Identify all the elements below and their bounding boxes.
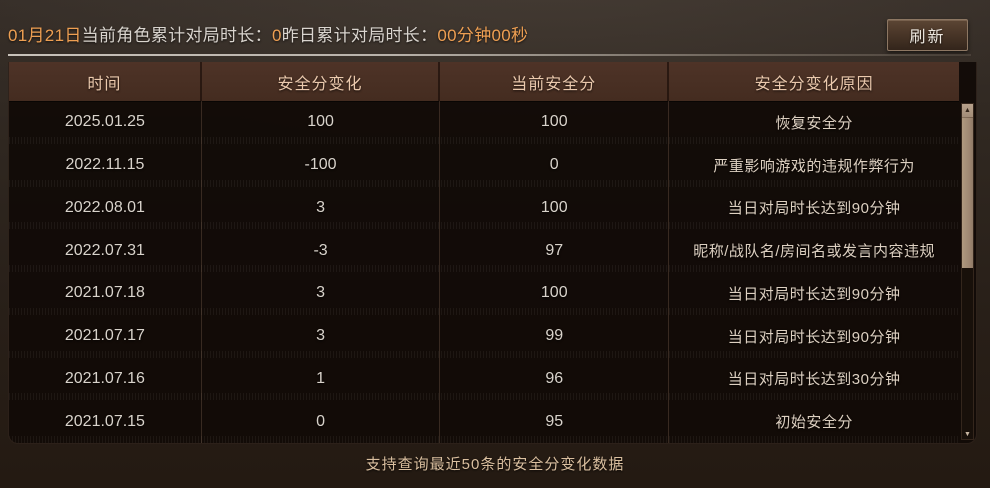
cell-score: 100 [440,272,670,315]
table-row: 2022.08.01 3 100 当日对局时长达到90分钟 [9,186,959,230]
cell-reason: 恢复安全分 [775,114,853,132]
cell-date: 2021.07.15 [9,400,202,443]
table-body: 2025.01.25 100 100 恢复安全分 2022.11.15 -100 0 严重影响… [9,101,959,443]
cell-reason: 当日对局时长达到90分钟 [727,328,901,346]
refresh-button[interactable]: 刷新 [887,19,968,51]
playtime-summary: 01月21日当前角色累计对局时长：0昨日累计对局时长：00分钟00秒 [8,21,528,46]
yesterday-playtime-value: 00分钟00秒 [437,26,529,45]
security-score-table: 时间 安全分变化 当前安全分 安全分变化原因 2025.01.25 100 100 恢… [8,62,977,444]
cell-date: 2021.07.16 [9,357,202,401]
table-row: 2021.07.18 3 100 当日对局时长达到90分钟 [9,272,959,315]
cell-reason: 昵称/战队名/房间名或发言内容违规 [693,243,936,261]
cell-change: -3 [202,229,441,272]
column-header-score: 当前安全分 [440,62,670,101]
cell-change: 0 [202,400,441,443]
table-row: 2025.01.25 100 100 恢复安全分 [9,101,959,144]
table-row: 2021.07.15 0 95 初始安全分 [9,400,959,443]
cell-date: 2021.07.17 [9,314,202,358]
cell-score: 100 [440,186,670,230]
column-header-time: 时间 [9,62,202,101]
scroll-up-icon[interactable]: ▲ [962,104,973,117]
column-header-reason: 安全分变化原因 [754,75,874,93]
cell-reason: 当日对局时长达到90分钟 [727,200,901,218]
cell-score: 96 [440,357,670,401]
cell-score: 99 [440,314,670,358]
table-row: 2021.07.17 3 99 当日对局时长达到90分钟 [9,314,959,358]
cell-change: -100 [202,143,441,187]
cell-change: 3 [202,186,441,230]
table-row: 2022.11.15 -100 0 严重影响游戏的违规作弊行为 [9,143,959,187]
cell-reason: 初始安全分 [775,414,853,432]
cell-change: 3 [202,272,441,315]
today-playtime-value: 0 [271,26,282,45]
cell-date: 2022.08.01 [9,186,202,230]
footer-note: 支持查询最近50条的安全分变化数据 [365,456,625,473]
column-header-change: 安全分变化 [202,62,441,101]
cell-score: 95 [440,400,670,443]
cell-change: 1 [202,357,441,401]
yesterday-playtime-label: 昨日累计对局时长： [281,26,438,45]
cell-score: 100 [440,101,670,144]
cell-change: 100 [202,101,441,144]
table-header: 时间 安全分变化 当前安全分 安全分变化原因 [9,62,959,101]
cell-date: 2022.07.31 [9,229,202,272]
cell-score: 97 [440,229,670,272]
cell-reason: 当日对局时长达到90分钟 [727,285,901,303]
cell-score: 0 [440,143,670,187]
today-playtime-label: 当前角色累计对局时长： [81,26,272,45]
cell-reason: 当日对局时长达到30分钟 [727,371,901,389]
cell-date: 2022.11.15 [9,143,202,187]
scroll-down-icon[interactable]: ▼ [964,431,971,438]
scrollbar-thumb[interactable] [962,117,973,268]
cell-date: 2021.07.18 [9,272,202,315]
table-row: 2021.07.16 1 96 当日对局时长达到30分钟 [9,357,959,401]
divider-line [8,54,971,56]
current-date: 01月21日 [8,26,82,45]
cell-date: 2025.01.25 [9,101,202,144]
table-row: 2022.07.31 -3 97 昵称/战队名/房间名或发言内容违规 [9,229,959,272]
cell-reason: 严重影响游戏的违规作弊行为 [713,157,915,175]
cell-change: 3 [202,314,441,358]
scrollbar[interactable]: ▲ ▼ [961,103,974,440]
